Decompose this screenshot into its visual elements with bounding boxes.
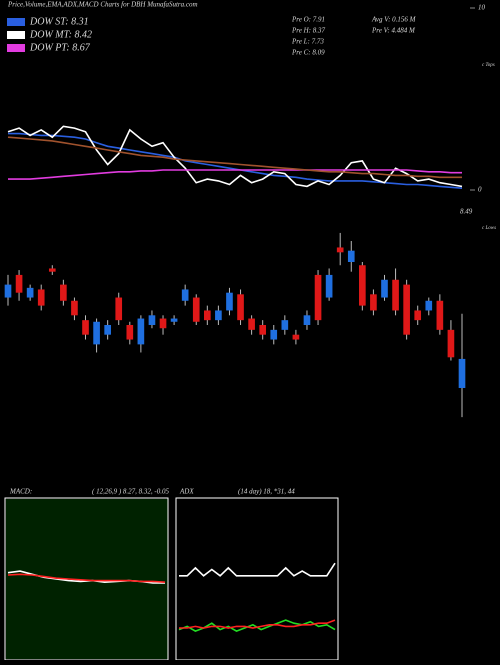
stat: Pre L: 7.73 (291, 38, 324, 46)
panel-background (177, 499, 337, 659)
legend-label: DOW MT: 8.42 (29, 29, 92, 40)
panel-subtitle: (14 day) 18, *31, 44 (238, 488, 295, 496)
line-series (7, 125, 463, 188)
line-series (8, 169, 462, 180)
candle-body (170, 318, 178, 322)
candle-body (303, 315, 311, 325)
candle-body (359, 265, 366, 306)
candle-body (71, 300, 78, 316)
candle-body (15, 274, 23, 293)
tops-label: c Tops (482, 63, 495, 68)
candle-body (248, 318, 255, 330)
legend-label: DOW PT: 8.67 (29, 42, 91, 53)
candle-body (447, 329, 455, 358)
candle-body (104, 325, 111, 335)
candle-body (215, 310, 222, 321)
line-series (179, 619, 336, 629)
line-series (8, 132, 463, 189)
candle-body (126, 325, 134, 340)
candle-body (270, 329, 278, 340)
candle-body (392, 279, 399, 311)
candle-body (425, 300, 433, 311)
legend-swatch (7, 31, 25, 39)
candle-body (26, 287, 34, 298)
candle-body (203, 310, 211, 321)
panel-background (6, 499, 168, 659)
candle-body (115, 297, 123, 321)
stat: Pre C: 8.09 (291, 49, 325, 57)
y-tick-label: 10 (478, 4, 486, 12)
legend-label: DOW ST: 8.31 (29, 16, 89, 27)
candle-body (4, 284, 12, 298)
candle-body (281, 320, 289, 330)
candle-body (347, 250, 355, 262)
candle-body (325, 274, 333, 298)
chart-title: Price,Volume,EMA,ADX,MACD Charts for DBH… (7, 1, 198, 9)
candle-body (37, 289, 45, 306)
candle-body (436, 300, 444, 330)
candle-body (237, 294, 244, 321)
panel-subtitle: ( 12,26,9 ) 8.27, 8.32, -0.05 (92, 488, 169, 496)
panel-title: ADX (179, 488, 194, 496)
legend-swatch (7, 44, 25, 52)
candle-body (314, 274, 322, 321)
candle-body (181, 289, 189, 301)
candle-body (414, 310, 422, 321)
candle-body (48, 268, 56, 272)
candle-body (159, 318, 167, 329)
stat: Avg V: 0.156 M (371, 16, 417, 24)
candle-body (60, 284, 67, 301)
candle-body (292, 334, 300, 340)
stat: Pre V: 4.484 M (371, 27, 416, 35)
candle-body (458, 358, 466, 388)
line-series (7, 136, 462, 179)
candle-body (137, 318, 145, 345)
candle-body (370, 294, 377, 311)
candle-body (226, 292, 233, 311)
candle-body (336, 247, 344, 253)
stat: Pre H: 8.37 (291, 27, 325, 35)
candle-body (93, 321, 100, 345)
panel-title: MACD: (9, 488, 32, 496)
candle-body (192, 297, 200, 322)
line-series (7, 573, 166, 583)
candle-body (259, 325, 267, 335)
legend-swatch (7, 18, 25, 26)
stat: Pre O: 7.91 (291, 16, 325, 24)
y-tick-label: 0 (478, 186, 482, 194)
candle-body (148, 315, 156, 325)
candle-body (82, 320, 89, 335)
lows-label: c Lows (482, 226, 496, 231)
price-annotation: 8.49 (460, 208, 473, 216)
candle-body (381, 279, 388, 298)
line-series (179, 562, 336, 577)
candle-body (403, 284, 410, 335)
